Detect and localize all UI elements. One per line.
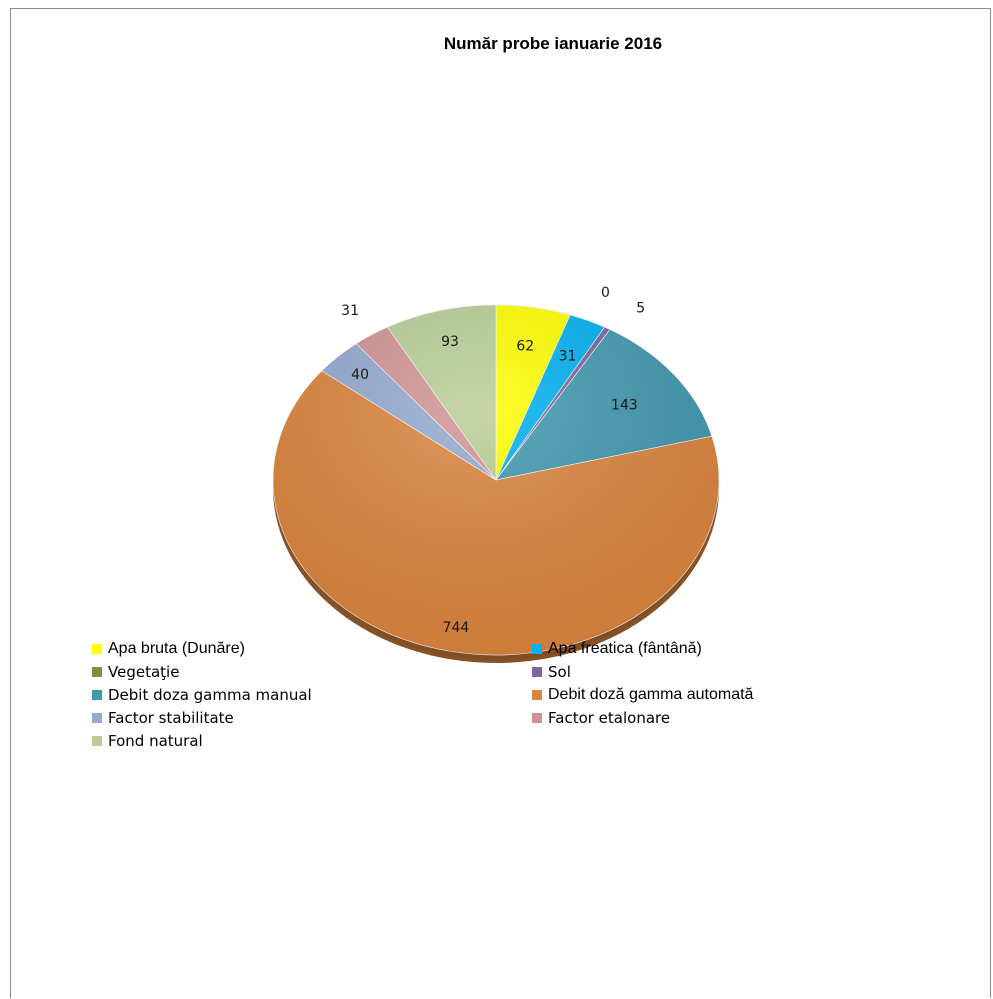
data-label-factor-etalonare: 31 — [341, 303, 359, 319]
legend-swatch — [92, 690, 102, 700]
legend-swatch — [92, 736, 102, 746]
legend-label: Factor etalonare — [548, 709, 671, 727]
chart-frame — [10, 8, 991, 998]
legend-label: Factor stabilitate — [108, 709, 234, 727]
legend-item-debit-doza-gamma-automata: Debit doză gamma automată — [532, 686, 753, 704]
legend-swatch — [92, 667, 102, 677]
legend-label: Debit doză gamma automată — [548, 686, 754, 703]
legend-swatch — [92, 644, 102, 654]
legend-label: Sol — [548, 663, 571, 681]
data-label-vegetatie: 0 — [601, 285, 610, 301]
data-label-debit-doza-gamma-manual: 143 — [611, 397, 638, 413]
data-label-fond-natural: 93 — [441, 334, 459, 350]
legend-item-vegetatie: Vegetaţie — [92, 663, 179, 681]
legend-swatch — [532, 690, 542, 700]
legend-label: Fond natural — [108, 732, 203, 750]
legend-item-factor-stabilitate: Factor stabilitate — [92, 709, 234, 727]
legend-swatch — [532, 644, 542, 654]
legend-label: Apa freatica (fântână) — [548, 640, 702, 657]
data-label-apa-bruta-dunare: 62 — [516, 339, 534, 355]
legend-swatch — [92, 713, 102, 723]
legend-label: Apa bruta (Dunăre) — [108, 640, 245, 657]
data-label-apa-freatica-fantana: 31 — [559, 349, 577, 365]
legend-label: Vegetaţie — [108, 663, 180, 681]
legend-swatch — [532, 713, 542, 723]
legend-item-apa-freatica-fantana: Apa freatica (fântână) — [532, 640, 702, 658]
legend-item-sol: Sol — [532, 663, 571, 681]
legend-item-debit-doza-gamma-manual: Debit doza gamma manual — [92, 686, 312, 704]
legend-item-apa-bruta-dunare: Apa bruta (Dunăre) — [92, 640, 245, 658]
data-label-debit-doza-gamma-automata: 744 — [443, 620, 470, 636]
legend-swatch — [532, 667, 542, 677]
data-label-factor-stabilitate: 40 — [351, 367, 369, 383]
data-label-sol: 5 — [636, 301, 645, 317]
legend-item-factor-etalonare: Factor etalonare — [532, 709, 670, 727]
legend-item-fond-natural: Fond natural — [92, 732, 203, 750]
legend-label: Debit doza gamma manual — [108, 686, 312, 704]
chart-title: Număr probe ianuarie 2016 — [443, 34, 663, 53]
